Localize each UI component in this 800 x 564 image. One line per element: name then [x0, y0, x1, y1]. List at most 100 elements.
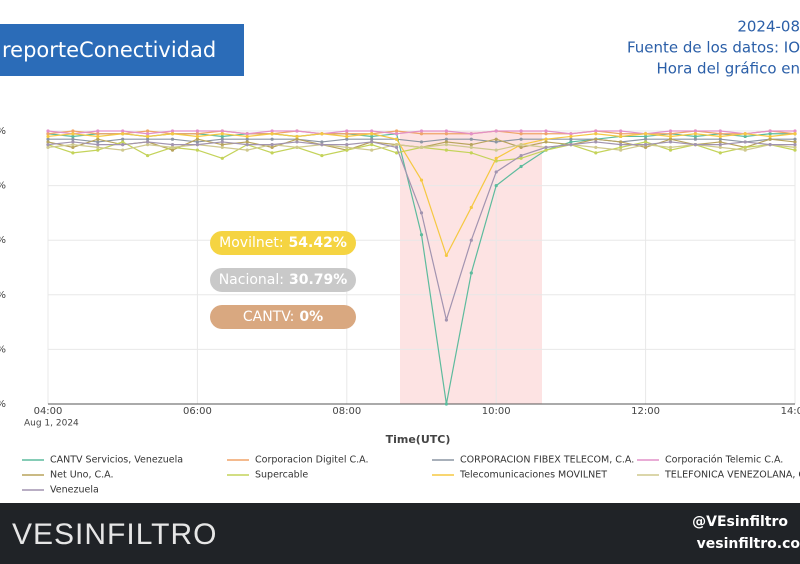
data-point: [195, 134, 199, 139]
data-point: [121, 148, 125, 152]
data-point: [718, 143, 722, 147]
data-point: [693, 134, 698, 139]
data-point: [419, 140, 424, 144]
legend-label: Venezuela: [50, 485, 99, 496]
legend-label: Corporación Telemic C.A.: [665, 455, 783, 466]
data-point: [220, 145, 224, 149]
data-point: [245, 140, 249, 144]
time-note: Hora del gráfico en: [656, 60, 800, 78]
annotation-badge: [210, 268, 356, 292]
annotation-label: Movilnet:: [219, 235, 283, 251]
data-point: [46, 140, 50, 144]
data-point: [793, 132, 797, 136]
data-point: [170, 148, 175, 152]
x-tick-label: 04:00: [34, 406, 63, 417]
data-point: [395, 129, 399, 133]
footer-handle: @VEsinfiltro: [692, 514, 788, 530]
data-point: [519, 129, 523, 133]
footer-bar: [0, 503, 800, 564]
data-point: [469, 205, 473, 210]
y-tick-label: 80%: [0, 181, 6, 192]
data-point: [220, 143, 224, 147]
data-point: [220, 132, 224, 136]
x-tick-label: 14:00: [781, 406, 800, 417]
outage-highlight: [400, 131, 542, 404]
x-sublabel: Aug 1, 2024: [24, 419, 79, 429]
data-point: [370, 143, 374, 147]
data-point: [569, 143, 573, 147]
data-point: [444, 137, 448, 141]
data-point: [220, 137, 224, 141]
data-point: [469, 143, 473, 147]
footer-logo: VESINFILTRO: [12, 518, 217, 551]
data-point: [768, 132, 772, 136]
data-point: [419, 132, 424, 136]
y-tick-label: 40%: [0, 290, 6, 301]
data-point: [96, 129, 100, 133]
annotation-label: Nacional:: [219, 272, 284, 288]
x-tick-label: 06:00: [183, 406, 212, 417]
data-point: [46, 132, 50, 136]
data-point: [544, 140, 548, 144]
data-point: [644, 137, 648, 141]
data-point: [395, 145, 399, 149]
data-point: [444, 318, 448, 322]
data-point: [619, 134, 623, 139]
annotation-label: CANTV:: [243, 309, 295, 325]
data-point: [295, 137, 299, 141]
data-point: [46, 137, 50, 141]
data-point: [419, 178, 424, 182]
data-point: [768, 129, 772, 133]
data-point: [195, 143, 199, 147]
data-point: [220, 129, 224, 133]
data-point: [395, 132, 399, 136]
data-point: [146, 132, 150, 136]
data-point: [469, 271, 473, 275]
annotation-value: 30.79%: [289, 272, 347, 288]
data-point: [370, 148, 374, 152]
data-point: [544, 129, 548, 133]
data-point: [619, 148, 623, 152]
data-point: [693, 129, 698, 133]
data-point: [71, 140, 75, 144]
data-point: [644, 145, 648, 149]
annotation-value: 54.42%: [289, 235, 347, 251]
data-point: [793, 148, 797, 152]
data-point: [469, 238, 473, 242]
data-point: [668, 129, 673, 133]
title-box: [0, 24, 244, 76]
data-point: [718, 145, 722, 149]
data-point: [718, 151, 722, 155]
data-point: [370, 137, 374, 141]
data-point: [444, 132, 448, 136]
data-point: [768, 143, 772, 147]
data-point: [345, 134, 349, 139]
data-point: [345, 132, 349, 136]
data-point: [793, 129, 797, 133]
data-point: [245, 148, 249, 152]
data-point: [594, 151, 598, 155]
annotation-badge: [210, 231, 356, 255]
y-tick-label: 20%: [0, 344, 6, 355]
data-point: [594, 145, 598, 149]
data-point: [46, 129, 50, 133]
data-point: [295, 140, 299, 144]
data-point: [195, 129, 199, 133]
data-point: [793, 140, 797, 144]
data-point: [793, 145, 797, 149]
data-point: [619, 132, 623, 136]
data-point: [444, 148, 448, 152]
data-point: [494, 129, 498, 133]
data-point: [245, 134, 249, 139]
data-point: [146, 143, 150, 147]
data-point: [768, 134, 772, 139]
data-point: [419, 211, 424, 215]
data-point: [619, 140, 623, 144]
data-point: [594, 132, 598, 136]
data-point: [46, 143, 50, 147]
date: 2024-08: [737, 18, 800, 36]
data-point: [668, 140, 673, 144]
data-point: [96, 140, 100, 144]
data-point: [146, 137, 150, 141]
